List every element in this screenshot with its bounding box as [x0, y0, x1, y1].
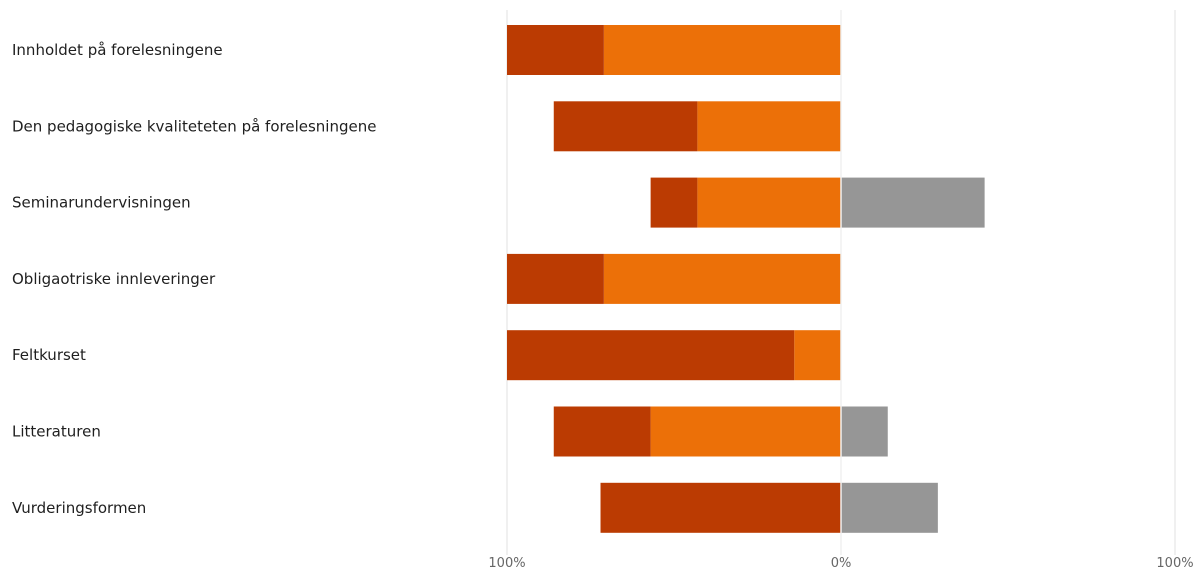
bar-segment [603, 253, 841, 304]
bar-segment [507, 25, 604, 75]
x-axis-tick-labels: 100% 0% 100% [488, 556, 1193, 567]
bar-segment [600, 482, 841, 533]
category-label: Seminarundervisningen [12, 194, 191, 212]
x-tick-label: 100% [1156, 556, 1193, 567]
category-label: Litteraturen [12, 423, 101, 441]
bar-segment [650, 177, 698, 228]
bars [507, 25, 985, 533]
category-label: Obligaotriske innleveringer [12, 270, 216, 288]
bar-segment [697, 101, 841, 152]
bar-segment [507, 253, 604, 304]
bar-segment [794, 330, 841, 381]
bar-segment [553, 406, 651, 457]
category-labels: Innholdet på forelesningene Den pedagogis… [12, 41, 376, 517]
category-label: Feltkurset [12, 346, 86, 364]
x-tick-label: 0% [831, 556, 852, 567]
bar-segment [841, 482, 938, 533]
bar-segment [553, 101, 698, 152]
bar-segment [650, 406, 841, 457]
bar-segment [697, 177, 841, 228]
category-label: Innholdet på forelesningene [12, 41, 223, 59]
x-tick-label: 100% [488, 556, 525, 567]
bar-segment [603, 25, 841, 75]
category-label: Den pedagogiske kvaliteteten på forelesn… [12, 117, 376, 135]
bar-segment [507, 330, 795, 381]
bar-segment [841, 406, 888, 457]
category-label: Vurderingsformen [12, 499, 146, 517]
bar-segment [841, 177, 985, 228]
